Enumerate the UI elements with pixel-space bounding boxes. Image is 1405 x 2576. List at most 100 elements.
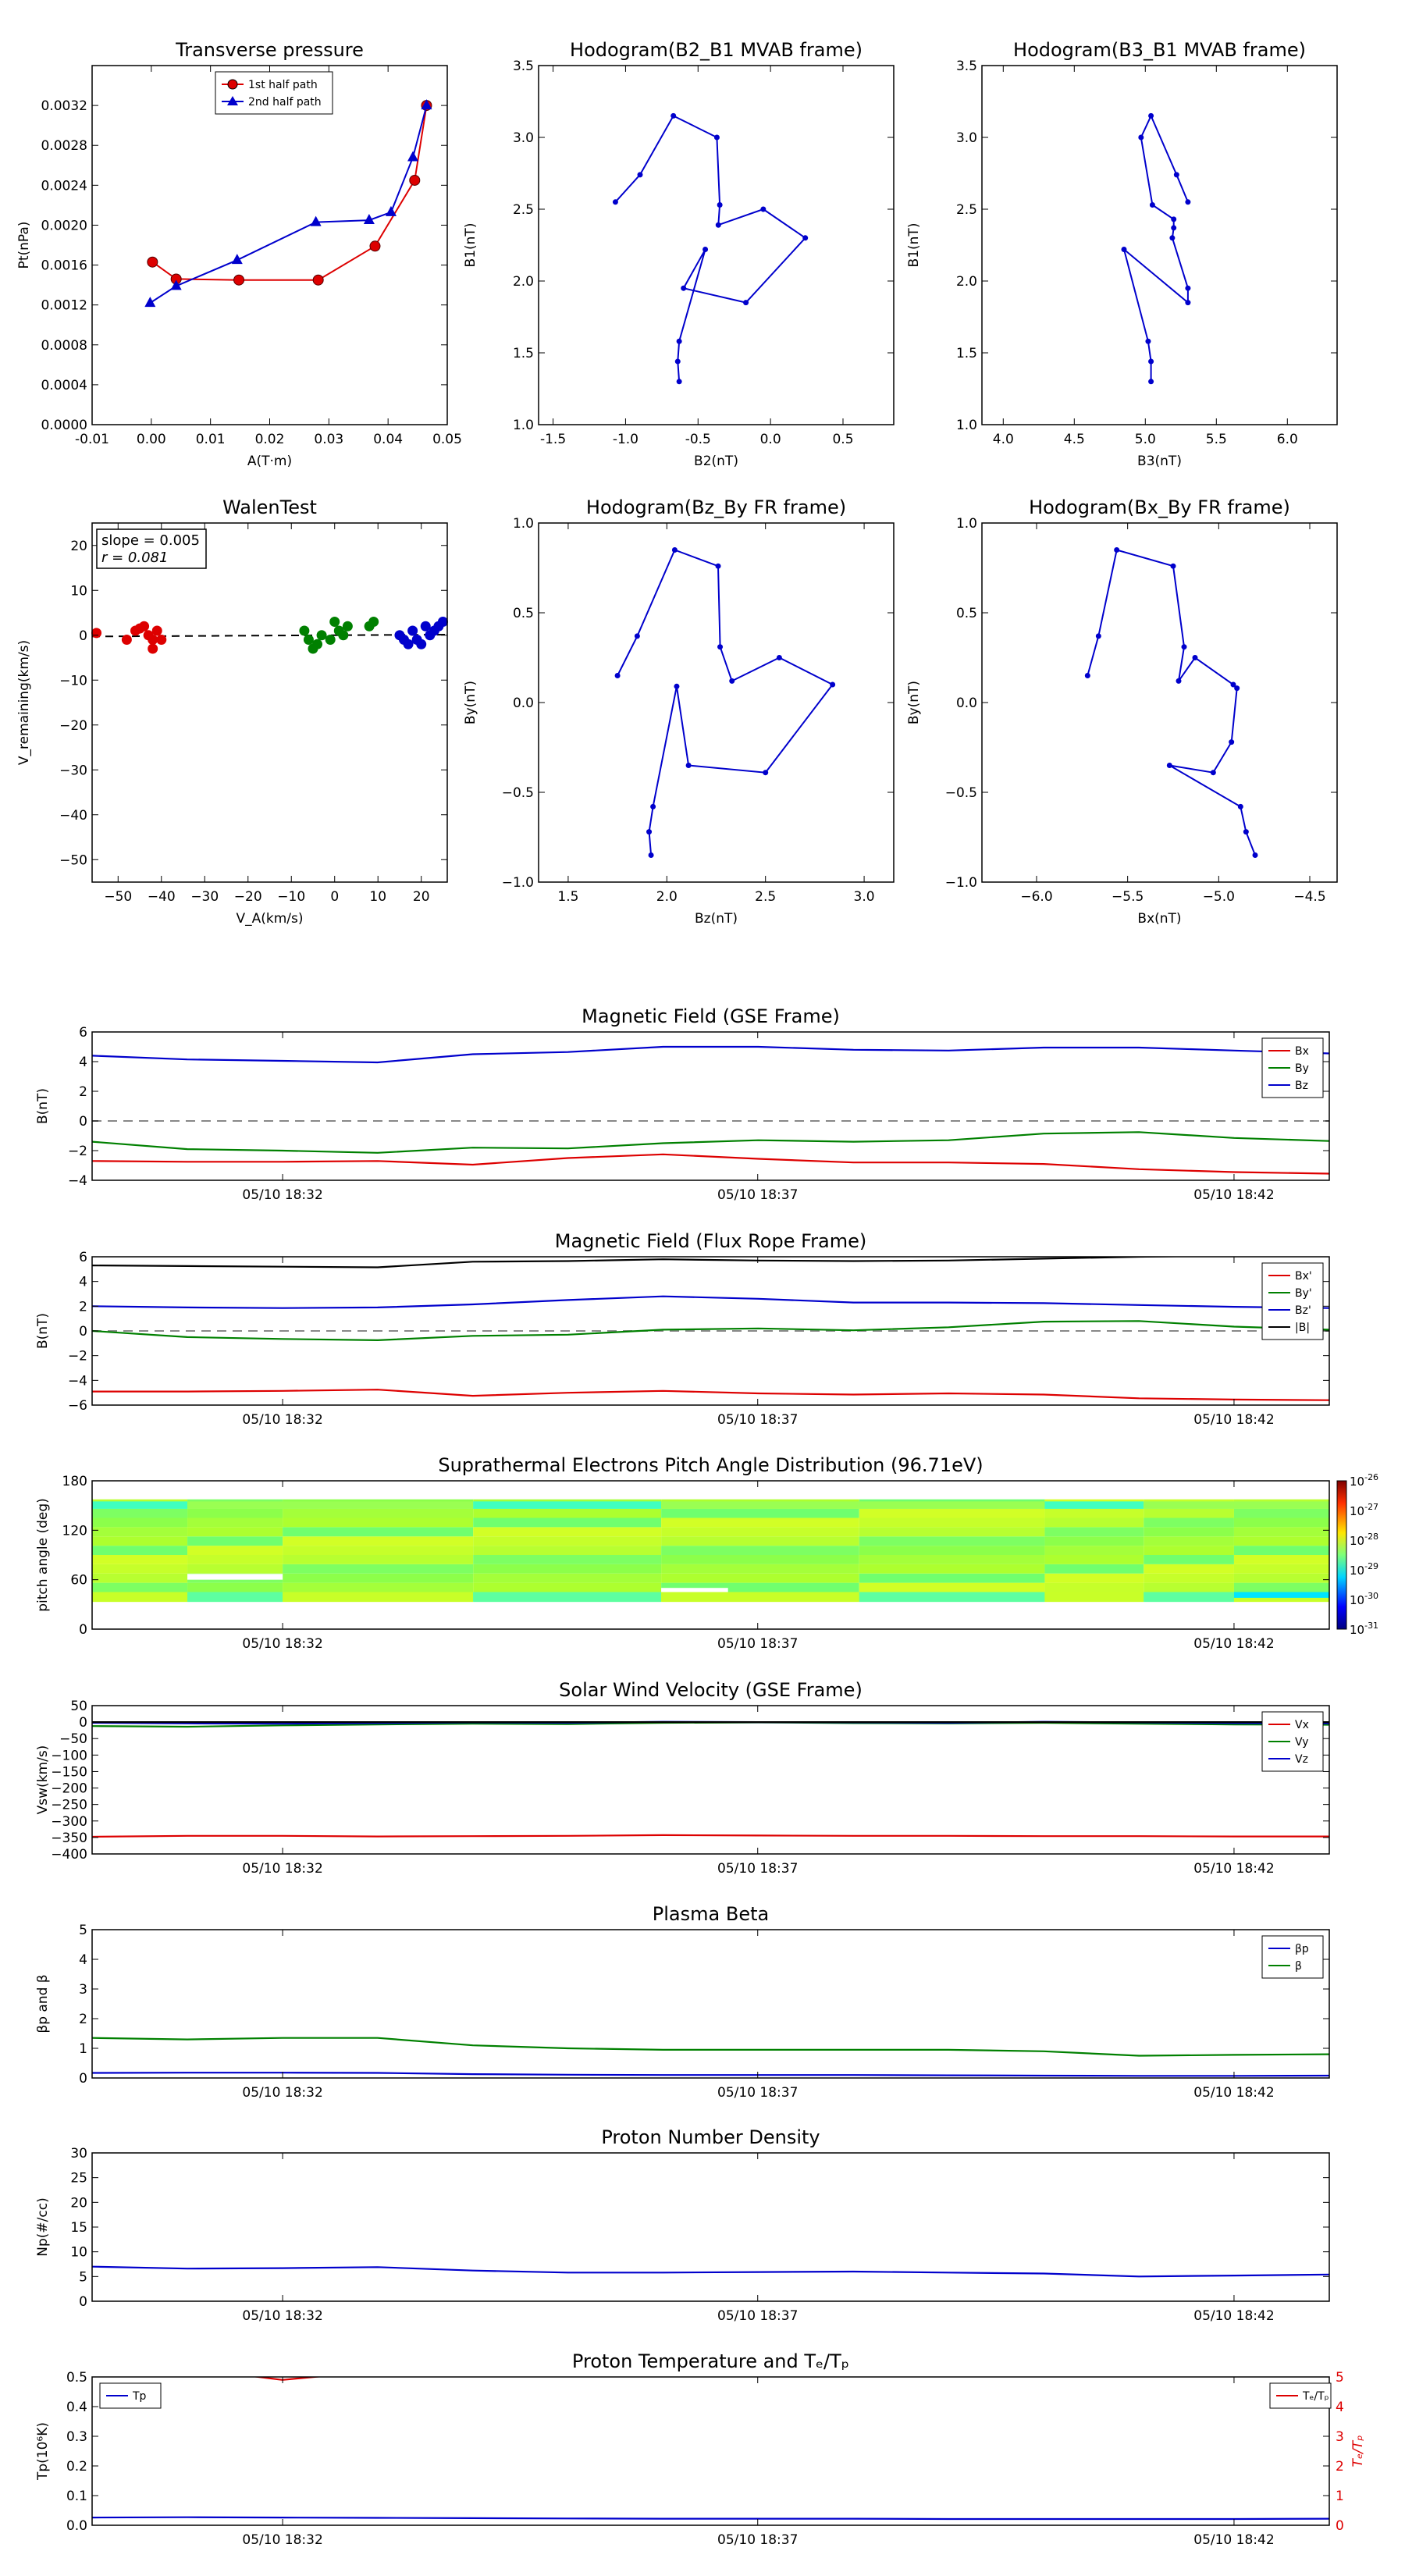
vsw-ytick-label: −50	[59, 1731, 87, 1747]
pad-cell	[92, 1527, 188, 1537]
pad-cell	[473, 1517, 662, 1528]
magGSE-time-tick-label: 05/10 18:32	[242, 1187, 322, 1203]
np-ytick-label: 10	[70, 2245, 87, 2261]
pad-cell	[1233, 1555, 1329, 1564]
walen-xtick-label: −20	[234, 889, 262, 905]
h2-data-point	[1138, 134, 1144, 141]
chart-h3: Hodogram(Bz_By FR frame) 1.5 2.0 2.5 3.0 Bz(n…	[463, 496, 895, 927]
h2-title: Hodogram(B3_B1 MVAB frame)	[1013, 39, 1306, 61]
pad-cell	[859, 1536, 1045, 1546]
pad-cell	[661, 1582, 859, 1592]
magFR-legend-label: Bz'	[1295, 1304, 1311, 1317]
pad-cell	[473, 1573, 662, 1583]
beta-legend-label: βp	[1295, 1943, 1309, 1955]
pad-time-tick-label: 05/10 18:32	[242, 1636, 322, 1652]
h3-data-point	[650, 803, 656, 809]
beta-ytick-label: 5	[79, 1923, 87, 1938]
magFR-ylabel: B(nT)	[35, 1313, 51, 1349]
h1-data-point	[702, 247, 709, 253]
h2-ytick-label: 3.0	[956, 130, 977, 146]
h3-data-point	[685, 763, 692, 768]
h3-data-point	[763, 770, 769, 776]
pad-cell	[283, 1546, 474, 1555]
h2-ytick-label: 1.0	[956, 418, 977, 433]
pad-gap-cell	[187, 1574, 283, 1580]
vsw-ylabel: Vsw(km/s)	[35, 1745, 51, 1815]
vsw-time-tick-label: 05/10 18:32	[242, 1861, 322, 1877]
np-ytick-label: 30	[70, 2146, 87, 2161]
walen-xtick-label: −10	[277, 889, 305, 905]
h1-data-point	[674, 358, 681, 365]
h2-xtick-label: 6.0	[1277, 432, 1298, 447]
vsw-ytick-label: −100	[51, 1748, 87, 1763]
h1-series-line	[614, 115, 807, 382]
h4-data-point	[1181, 644, 1187, 650]
tp-series-line	[149, 105, 428, 304]
pad-ytick-label: 120	[62, 1523, 87, 1539]
temp-ytick-label: 0.3	[66, 2429, 87, 2445]
pad-cell	[661, 1527, 859, 1537]
walen-data-point	[329, 617, 340, 627]
pad-cell	[1144, 1555, 1234, 1564]
h1-xtick-label: 0.0	[760, 432, 781, 447]
h1-xtick-label: -1.5	[540, 432, 566, 447]
pad-cell	[473, 1582, 662, 1592]
pad-cell	[1144, 1592, 1234, 1603]
h1-data-point	[760, 206, 767, 212]
np-ylabel: Np(#/cc)	[35, 2197, 51, 2256]
tp-data-point	[310, 215, 322, 226]
magGSE-time-tick-label: 05/10 18:37	[717, 1187, 798, 1203]
tp-ytick-label: 0.0024	[41, 178, 87, 194]
tp-data-point	[233, 274, 245, 286]
pad-cell	[1233, 1564, 1329, 1574]
h1-data-point	[743, 300, 749, 306]
pad-colorbar	[1336, 1480, 1347, 1630]
magFR-legend-label: |B|	[1295, 1322, 1310, 1334]
beta-ytick-label: 1	[79, 2041, 87, 2057]
h2-ytick-label: 2.0	[956, 274, 977, 290]
walen-data-point	[316, 630, 327, 641]
pad-cell	[859, 1501, 1045, 1509]
tp-ytick-label: 0.0004	[41, 378, 87, 393]
magGSE-legend-label: By	[1295, 1062, 1309, 1075]
h1-data-point	[681, 285, 687, 291]
tp-xtick-label: 0.02	[255, 432, 285, 447]
walen-ytick-label: −40	[59, 808, 87, 824]
h3-xtick-label: 2.5	[755, 889, 776, 905]
walen-ytick-label: −30	[59, 763, 87, 778]
pad-cell	[661, 1564, 859, 1574]
walen-data-point	[403, 639, 414, 649]
h4-ytick-label: −1.0	[945, 875, 977, 891]
pad-cell	[1233, 1582, 1329, 1592]
h2-xtick-label: 4.0	[993, 432, 1014, 447]
pad-colorbar-label: 10-28	[1350, 1532, 1378, 1548]
pad-colorbar-label: 10-27	[1350, 1502, 1378, 1518]
h1-data-point	[612, 199, 618, 205]
h4-ytick-label: 0.5	[956, 606, 977, 621]
pad-cell	[283, 1564, 474, 1574]
h2-data-point	[1169, 235, 1176, 241]
beta-title: Plasma Beta	[653, 1903, 769, 1925]
pad-cell	[1044, 1573, 1144, 1583]
temp-ytick-label-right: 1	[1336, 2489, 1344, 2504]
vsw-frame	[91, 1705, 1330, 1855]
pad-cell	[1144, 1527, 1234, 1537]
chart-tp: Transverse pressure -0.01 0.00 0.01 0.02 0.03…	[16, 39, 462, 469]
pad-cell	[1144, 1564, 1234, 1574]
vsw-ytick-label: −300	[51, 1814, 87, 1830]
h4-data-point	[1210, 770, 1216, 776]
h3-data-point	[830, 681, 836, 688]
h2-data-point	[1185, 285, 1191, 291]
magFR-time-tick-label: 05/10 18:37	[717, 1412, 798, 1428]
h2-frame	[981, 65, 1338, 425]
walen-data-point	[416, 639, 427, 649]
temp-legend-label: Tp	[132, 2390, 147, 2403]
pad-cell	[661, 1555, 859, 1564]
pad-cell	[1144, 1517, 1234, 1528]
h4-data-point	[1229, 739, 1235, 745]
vsw-plot-area	[92, 1720, 1329, 1838]
pad-cell	[859, 1564, 1045, 1574]
tp-xlabel: A(T·m)	[247, 454, 292, 469]
walen-data-point	[299, 625, 310, 636]
